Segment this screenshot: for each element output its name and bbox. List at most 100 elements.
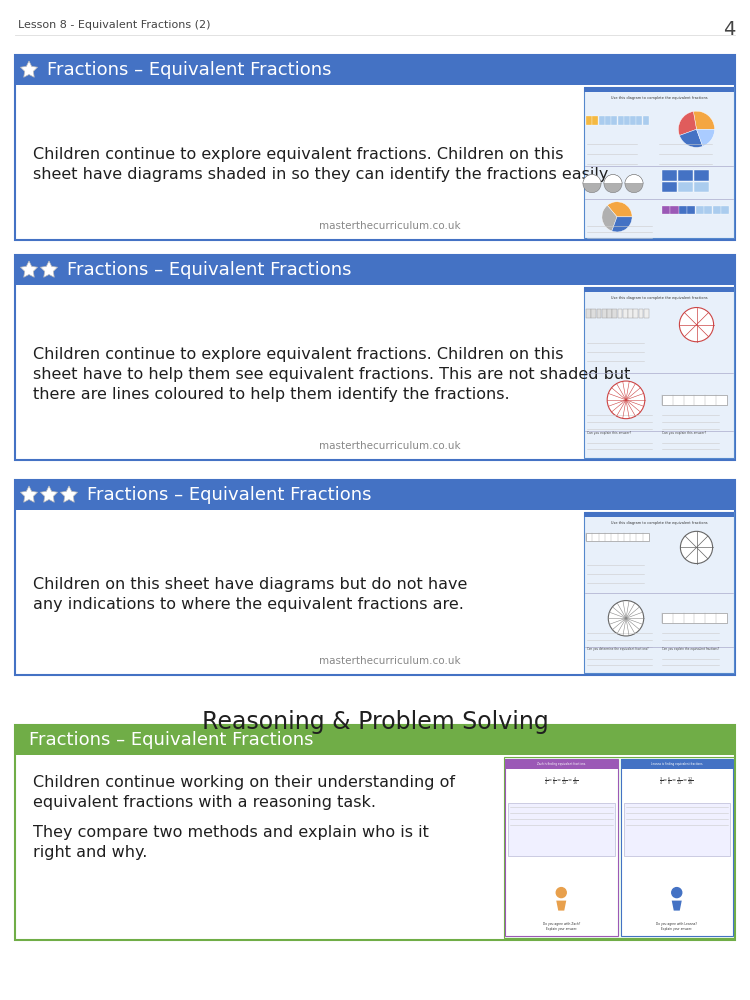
- Text: Can you explain this answer?: Can you explain this answer?: [662, 431, 706, 435]
- Text: Fractions – Equivalent Fractions: Fractions – Equivalent Fractions: [47, 61, 332, 79]
- Polygon shape: [20, 486, 38, 502]
- Bar: [598, 116, 604, 125]
- Bar: [638, 309, 644, 318]
- Text: Children continue working on their understanding of: Children continue working on their under…: [33, 775, 455, 790]
- Text: sheet have diagrams shaded in so they can identify the fractions easily.: sheet have diagrams shaded in so they ca…: [33, 167, 611, 182]
- Bar: [611, 116, 617, 125]
- Text: Do you agree with Leanna?
Explain your answer.: Do you agree with Leanna? Explain your a…: [656, 922, 698, 931]
- Circle shape: [625, 175, 643, 193]
- Text: any indications to where the equivalent fractions are.: any indications to where the equivalent …: [33, 597, 463, 612]
- Bar: [662, 613, 727, 623]
- Wedge shape: [612, 217, 632, 232]
- Polygon shape: [61, 486, 77, 502]
- Bar: [617, 116, 623, 125]
- Polygon shape: [40, 261, 58, 277]
- Text: Fractions – Equivalent Fractions: Fractions – Equivalent Fractions: [67, 261, 352, 279]
- Bar: [584, 87, 734, 92]
- Bar: [504, 757, 734, 938]
- Bar: [586, 116, 592, 125]
- Text: Can you explain this answer?: Can you explain this answer?: [587, 431, 632, 435]
- Bar: [584, 87, 734, 238]
- Bar: [15, 55, 735, 240]
- Bar: [508, 803, 614, 856]
- Bar: [584, 512, 734, 673]
- Bar: [586, 533, 649, 541]
- Text: Can you explain the equivalent fractions?: Can you explain the equivalent fractions…: [662, 647, 719, 651]
- Bar: [15, 480, 735, 675]
- Bar: [721, 206, 729, 214]
- Text: masterthecurriculum.co.uk: masterthecurriculum.co.uk: [319, 656, 460, 666]
- Text: Fractions – Equivalent Fractions: Fractions – Equivalent Fractions: [29, 731, 314, 749]
- Bar: [670, 206, 679, 214]
- Bar: [633, 309, 638, 318]
- Text: Children continue to explore equivalent fractions. Children on this: Children continue to explore equivalent …: [33, 348, 563, 362]
- Text: Leanna is finding equivalent fractions.: Leanna is finding equivalent fractions.: [650, 762, 703, 766]
- Polygon shape: [556, 901, 566, 911]
- Text: right and why.: right and why.: [33, 845, 147, 860]
- Circle shape: [672, 888, 682, 898]
- Circle shape: [556, 888, 566, 898]
- Bar: [607, 309, 612, 318]
- Text: Children on this sheet have diagrams but do not have: Children on this sheet have diagrams but…: [33, 578, 467, 592]
- Bar: [624, 116, 630, 125]
- Bar: [662, 395, 727, 405]
- Wedge shape: [608, 202, 632, 217]
- Text: Use this diagram to complete the equivalent fractions: Use this diagram to complete the equival…: [610, 521, 707, 525]
- Text: Fractions – Equivalent Fractions: Fractions – Equivalent Fractions: [87, 486, 371, 504]
- Bar: [15, 725, 735, 940]
- Circle shape: [583, 175, 601, 193]
- Text: $\frac{1}{4} = \frac{2}{8} = \frac{3}{12} = \frac{4}{16}$: $\frac{1}{4} = \frac{2}{8} = \frac{3}{12…: [544, 775, 579, 787]
- Bar: [678, 170, 693, 181]
- Wedge shape: [679, 111, 697, 135]
- Bar: [623, 803, 730, 856]
- Bar: [696, 206, 704, 214]
- Bar: [630, 116, 636, 125]
- Wedge shape: [602, 205, 617, 231]
- Wedge shape: [680, 129, 703, 147]
- Text: Zach is finding equivalent fractions.: Zach is finding equivalent fractions.: [537, 762, 586, 766]
- Text: equivalent fractions with a reasoning task.: equivalent fractions with a reasoning ta…: [33, 795, 376, 810]
- Text: Use this diagram to complete the equivalent fractions: Use this diagram to complete the equival…: [610, 96, 707, 100]
- Wedge shape: [583, 175, 601, 184]
- Bar: [612, 309, 617, 318]
- Wedge shape: [604, 175, 622, 184]
- Text: sheet have to help them see equivalent fractions. This are not shaded but: sheet have to help them see equivalent f…: [33, 367, 630, 382]
- Bar: [662, 170, 677, 181]
- Polygon shape: [20, 261, 38, 277]
- Bar: [643, 116, 649, 125]
- Wedge shape: [625, 175, 643, 184]
- Circle shape: [604, 175, 622, 193]
- Bar: [617, 309, 622, 318]
- Bar: [694, 170, 709, 181]
- Bar: [662, 206, 670, 214]
- Circle shape: [680, 308, 713, 342]
- Bar: [584, 512, 734, 517]
- Bar: [628, 309, 633, 318]
- Bar: [586, 309, 591, 318]
- Text: Use this diagram to complete the equivalent fractions: Use this diagram to complete the equival…: [610, 296, 707, 300]
- Wedge shape: [697, 129, 715, 146]
- Bar: [622, 309, 628, 318]
- Text: masterthecurriculum.co.uk: masterthecurriculum.co.uk: [319, 221, 460, 231]
- Text: $\frac{3}{4} = \frac{6}{8} = \frac{9}{12} = \frac{12}{16}$: $\frac{3}{4} = \frac{6}{8} = \frac{9}{12…: [659, 775, 694, 787]
- Bar: [602, 309, 607, 318]
- Text: Can you determine the equivalent fractions?: Can you determine the equivalent fractio…: [587, 647, 649, 651]
- Bar: [505, 759, 617, 769]
- Bar: [592, 116, 598, 125]
- Bar: [15, 255, 735, 285]
- Bar: [584, 287, 734, 292]
- Bar: [620, 759, 733, 936]
- Polygon shape: [672, 901, 682, 911]
- Bar: [678, 182, 693, 192]
- Bar: [15, 55, 735, 85]
- Text: there are lines coloured to help them identify the fractions.: there are lines coloured to help them id…: [33, 387, 510, 402]
- Text: Do you agree with Zach?
Explain your answer.: Do you agree with Zach? Explain your ans…: [542, 922, 580, 931]
- Text: They compare two methods and explain who is it: They compare two methods and explain who…: [33, 825, 429, 840]
- Wedge shape: [693, 111, 715, 129]
- Bar: [15, 255, 735, 460]
- Polygon shape: [40, 486, 58, 502]
- Circle shape: [608, 381, 645, 419]
- Bar: [704, 206, 712, 214]
- Bar: [591, 309, 596, 318]
- Bar: [637, 116, 643, 125]
